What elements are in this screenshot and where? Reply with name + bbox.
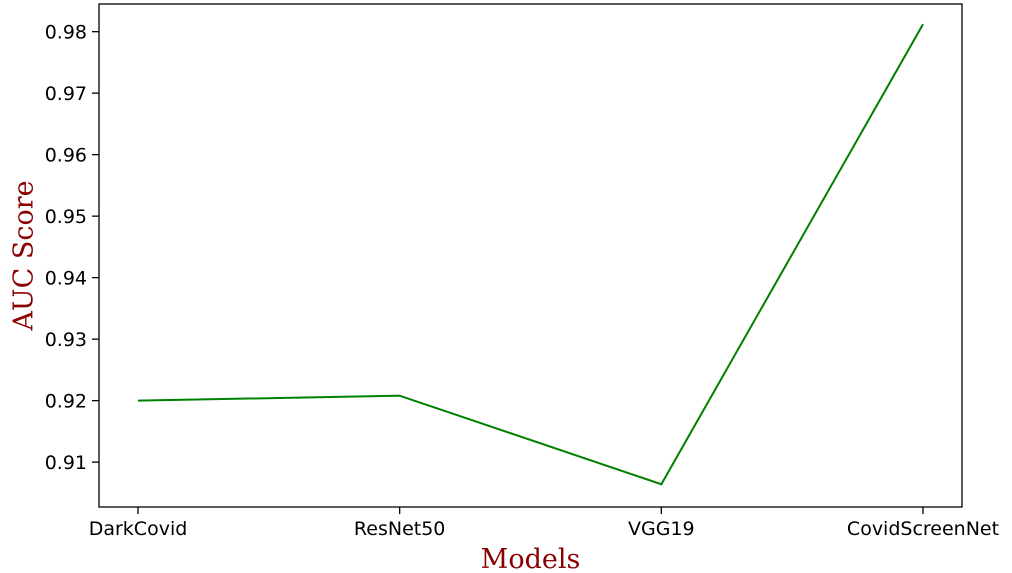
plot-frame [98,3,963,508]
y-tick-label: 0.91 [45,452,87,474]
y-tick-label: 0.93 [45,329,87,351]
y-axis-title: AUC Score [8,180,39,331]
x-tick-label: DarkCovid [89,518,188,540]
x-tick-label: CovidScreenNet [847,518,999,540]
y-tick-label: 0.95 [45,206,87,228]
x-axis-title: Models [481,544,581,573]
y-tick-label: 0.92 [45,391,87,413]
x-tick-label: ResNet50 [354,518,445,540]
y-tick-label: 0.96 [45,145,87,167]
y-axis-ticks: 0.91 0.92 0.93 0.94 0.95 0.96 0.97 0.98 [45,22,99,474]
series-line [137,23,924,486]
y-tick-label: 0.97 [45,83,87,105]
x-tick-label: VGG19 [628,518,695,540]
series-layer [137,23,924,486]
y-tick-label: 0.94 [45,268,87,290]
y-tick-label: 0.98 [45,22,87,44]
x-axis-ticks: DarkCovid ResNet50 VGG19 CovidScreenNet [89,507,999,540]
